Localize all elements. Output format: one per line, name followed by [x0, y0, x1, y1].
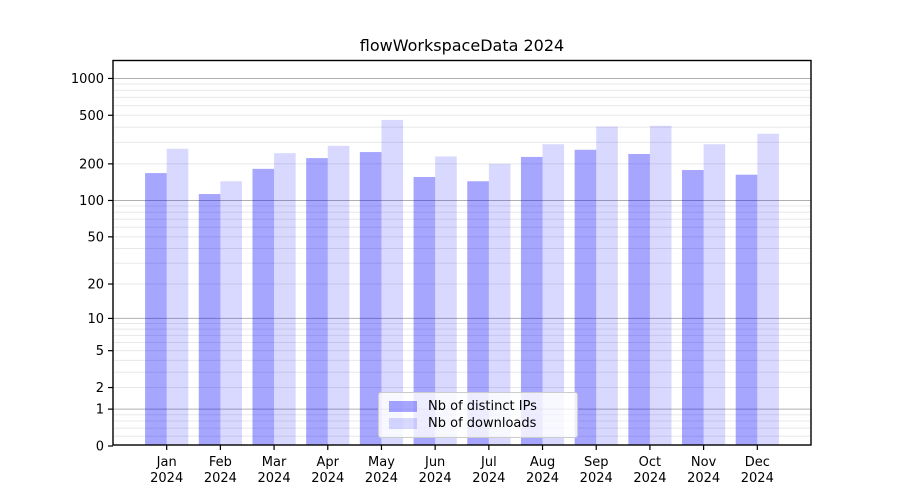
bar-ips-jun [413, 177, 436, 445]
y-tick-label: 100 [79, 194, 104, 209]
y-tick-label: 0 [96, 440, 104, 455]
legend-swatch-distinct-ips [389, 401, 417, 412]
x-tick-label-year: 2024 [150, 471, 183, 486]
bar-ips-apr [306, 158, 328, 445]
bar-downloads-apr [327, 145, 350, 446]
legend: Nb of distinct IPs Nb of downloads [378, 392, 578, 438]
bar-downloads-feb [220, 181, 242, 445]
x-tick-label-year: 2024 [472, 471, 505, 486]
bar-ips-dec [735, 174, 758, 445]
y-tick-label: 50 [87, 230, 104, 245]
y-tick-label: 1000 [71, 72, 104, 87]
x-tick-label-month: Jun [424, 455, 445, 470]
chart-title: flowWorkspaceData 2024 [359, 36, 565, 55]
y-tick-label: 5 [96, 344, 104, 359]
x-tick-label-year: 2024 [365, 471, 398, 486]
bar-downloads-nov [703, 144, 726, 445]
bar-ips-may [359, 152, 382, 445]
x-tick-label-month: Jul [480, 455, 497, 470]
legend-item-downloads: Nb of downloads [389, 417, 569, 430]
x-tick-label-month: Mar [262, 455, 287, 470]
x-tick-label-month: Feb [209, 455, 232, 470]
x-tick-label-year: 2024 [580, 471, 613, 486]
bar-downloads-sep [596, 126, 618, 446]
bar-ips-mar [252, 168, 275, 445]
x-tick-label-month: Dec [745, 455, 770, 470]
x-tick-label-year: 2024 [687, 471, 720, 486]
x-tick-label-year: 2024 [311, 471, 344, 486]
x-tick-label-month: May [368, 455, 395, 470]
y-tick-label: 20 [87, 278, 104, 293]
x-tick-label-year: 2024 [633, 471, 666, 486]
x-tick-label-month: Oct [639, 455, 661, 470]
legend-label-distinct-ips: Nb of distinct IPs [428, 399, 537, 414]
bar-ips-oct [628, 153, 650, 445]
x-tick-label-month: Aug [530, 455, 555, 470]
y-tick-label: 2 [96, 381, 104, 396]
y-tick-label: 200 [79, 157, 104, 172]
bar-downloads-jul [488, 163, 511, 445]
bar-downloads-mar [274, 153, 296, 445]
bar-ips-nov [682, 170, 704, 446]
x-tick-label-month: Sep [584, 455, 609, 470]
y-tick-label: 1 [96, 403, 104, 418]
x-tick-label-month: Nov [691, 455, 717, 470]
x-tick-label-year: 2024 [204, 471, 237, 486]
legend-swatch-downloads [389, 418, 417, 429]
bar-ips-jan [145, 173, 167, 445]
bar-downloads-may [381, 119, 404, 445]
bar-downloads-jun [435, 156, 457, 445]
x-tick-label-year: 2024 [526, 471, 559, 486]
x-tick-label-year: 2024 [741, 471, 774, 486]
axes-spines [112, 59, 812, 446]
x-tick-label-year: 2024 [258, 471, 291, 486]
x-tick-label-year: 2024 [419, 471, 452, 486]
bar-downloads-oct [649, 125, 672, 445]
bar-downloads-dec [757, 133, 779, 445]
legend-label-downloads: Nb of downloads [428, 416, 537, 431]
y-tick-label: 500 [79, 109, 104, 124]
x-tick-label-month: Apr [317, 455, 340, 470]
bar-ips-aug [520, 156, 543, 445]
y-tick-label: 10 [87, 312, 104, 327]
bar-ips-jul [467, 181, 489, 445]
bar-ips-sep [574, 149, 597, 445]
bar-downloads-jan [166, 148, 189, 446]
bar-ips-feb [198, 194, 221, 445]
bar-downloads-aug [542, 144, 565, 445]
legend-item-distinct-ips: Nb of distinct IPs [389, 400, 569, 413]
x-tick-label-month: Jan [156, 455, 177, 470]
